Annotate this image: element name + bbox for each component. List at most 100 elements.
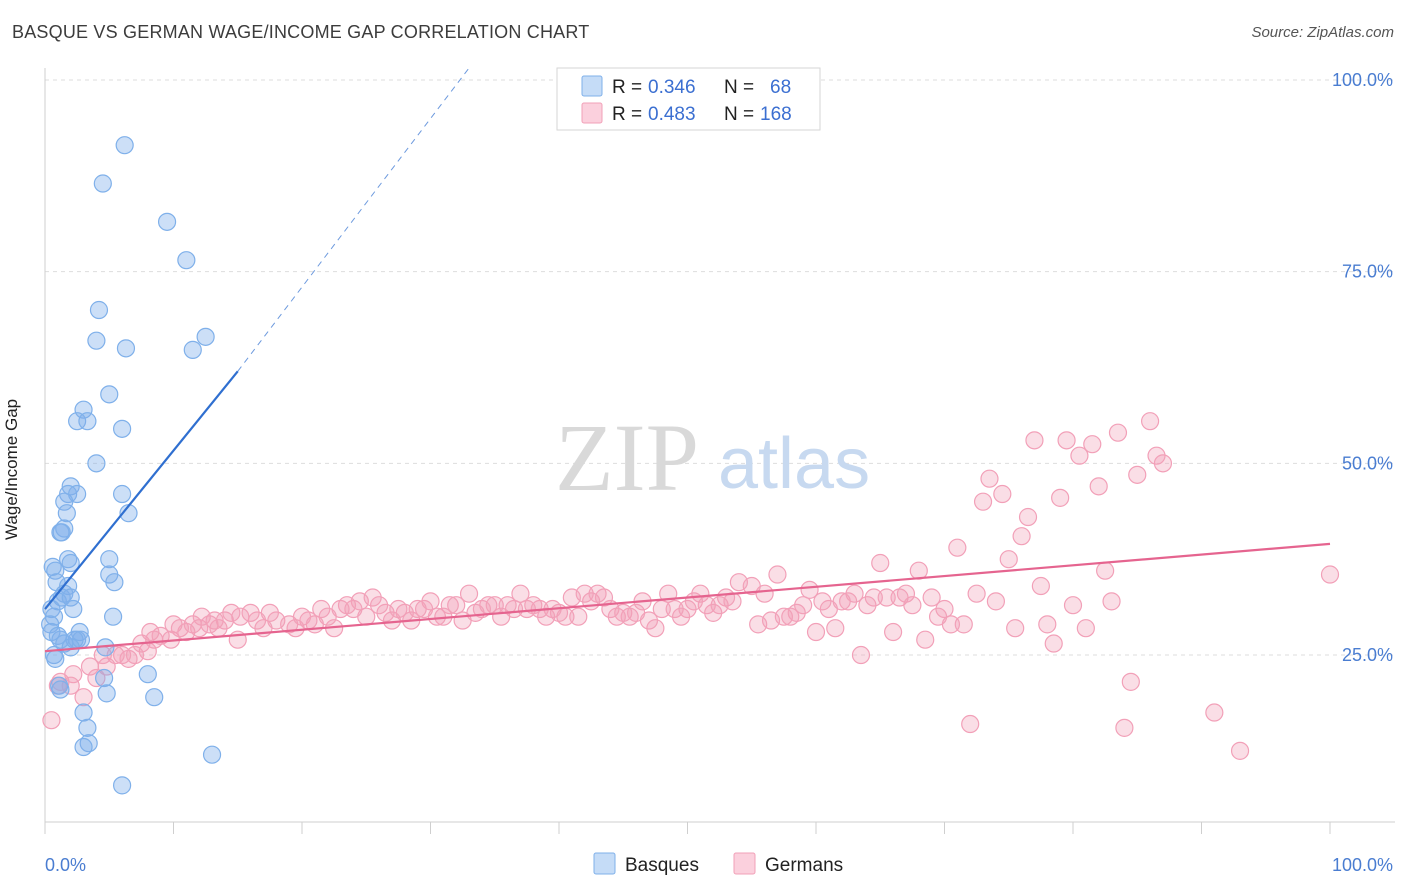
germans-point: [1018, 507, 1038, 527]
tick-labels: 25.0% 50.0% 75.0% 100.0% 0.0% 100.0%: [45, 70, 1393, 875]
germans-point: [1096, 561, 1115, 580]
germans-point: [594, 588, 614, 607]
germans-point: [967, 584, 986, 603]
germans-point: [935, 599, 954, 619]
germans-point: [768, 565, 787, 584]
axes: [44, 68, 1395, 834]
germans-point: [190, 619, 209, 638]
germans-point: [511, 584, 530, 603]
legend-r-value-germans: 0.483: [648, 104, 696, 125]
germans-point: [440, 596, 459, 615]
germans-point: [1044, 634, 1063, 653]
bottom-legend-swatch-germans: [733, 852, 756, 875]
germans-point: [916, 630, 935, 649]
legend-n-label-basques: N =: [724, 77, 754, 98]
basques-point: [61, 588, 80, 607]
basques-point: [61, 553, 80, 573]
germans-point: [980, 469, 999, 488]
germans-point: [447, 596, 466, 615]
basques-point: [100, 550, 119, 569]
basques-point: [68, 412, 87, 431]
basques-point: [46, 649, 65, 668]
basques-point: [145, 688, 164, 707]
germans-point: [1038, 615, 1057, 634]
germans-point: [1121, 672, 1140, 691]
germans-point: [806, 622, 826, 642]
watermark: ZIP atlas: [555, 404, 870, 511]
germans-point: [1025, 431, 1044, 450]
germans-point: [1102, 592, 1121, 611]
germans-point: [845, 584, 864, 603]
germans-point: [646, 619, 665, 638]
basques-point: [74, 400, 93, 419]
germans-point: [569, 607, 588, 626]
basques-point: [74, 737, 93, 757]
germans-point: [896, 584, 916, 603]
basques-point: [112, 419, 132, 438]
legend-r-label-germans: R =: [612, 104, 642, 125]
bottom-legend-label-germans: Germans: [765, 855, 843, 876]
basques-point: [64, 599, 83, 619]
germans-point: [87, 668, 106, 688]
germans-point: [948, 538, 967, 557]
germans-point: [1140, 412, 1160, 431]
y-tick-label: 25.0%: [1342, 645, 1393, 665]
germans-point: [993, 484, 1012, 504]
germans-point: [903, 596, 922, 615]
germans-point: [1063, 596, 1083, 615]
legend-swatch-basques: [581, 75, 603, 97]
germans-point: [800, 580, 819, 599]
germans-point: [794, 596, 813, 615]
bottom-legend-label-basques: Basques: [625, 855, 699, 876]
basques-point: [78, 412, 97, 431]
basques-point: [157, 212, 177, 231]
basques-point: [52, 523, 71, 542]
basques-point: [87, 454, 106, 473]
y-tick-label: 100.0%: [1332, 70, 1393, 90]
basques-point: [97, 684, 116, 703]
basques-point: [87, 331, 106, 350]
germans-point: [1076, 619, 1095, 638]
basques-point: [202, 745, 222, 764]
germans-point: [1083, 435, 1102, 454]
basques-point: [89, 300, 109, 320]
legend-n-label-germans: N =: [724, 104, 754, 125]
germans-point: [1230, 741, 1250, 760]
germans-point: [1108, 423, 1128, 442]
basques-point: [116, 339, 136, 358]
germans-point: [1057, 431, 1076, 450]
germans-point: [1115, 718, 1134, 737]
legend-n-value-basques: 68: [770, 77, 791, 98]
germans-point: [1031, 576, 1050, 596]
basques-point: [57, 504, 76, 523]
legend-n-value-germans: 168: [760, 104, 792, 125]
germans-point: [1051, 488, 1070, 507]
watermark-zip: ZIP: [555, 404, 699, 511]
legend-r-label-basques: R =: [612, 77, 642, 98]
bottom-legend: Basques Germans: [593, 852, 843, 876]
germans-point: [1006, 619, 1025, 638]
germans-point: [421, 592, 440, 611]
basques-point: [78, 718, 97, 737]
bottom-legend-swatch-basques: [593, 852, 616, 875]
basques-point: [196, 327, 215, 346]
germans-point: [941, 615, 961, 634]
x-tick-label: 0.0%: [45, 855, 86, 875]
germans-point: [871, 553, 890, 573]
basques-point: [112, 484, 132, 504]
legend-box: R = 0.346 N = 68 R = 0.483 N = 168: [556, 67, 821, 131]
basques-point: [100, 385, 119, 404]
basques-point: [74, 703, 93, 722]
germans-point: [961, 714, 980, 734]
basques-point: [138, 665, 157, 684]
germans-point: [999, 550, 1018, 569]
germans-point: [1205, 703, 1224, 722]
germans-point: [973, 492, 993, 511]
germans-point: [222, 603, 241, 622]
legend-r-value-basques: 0.346: [648, 77, 696, 98]
germans-point: [1089, 477, 1108, 496]
watermark-atlas: atlas: [718, 424, 870, 504]
germans-point: [826, 619, 845, 638]
basques-point: [93, 174, 112, 193]
